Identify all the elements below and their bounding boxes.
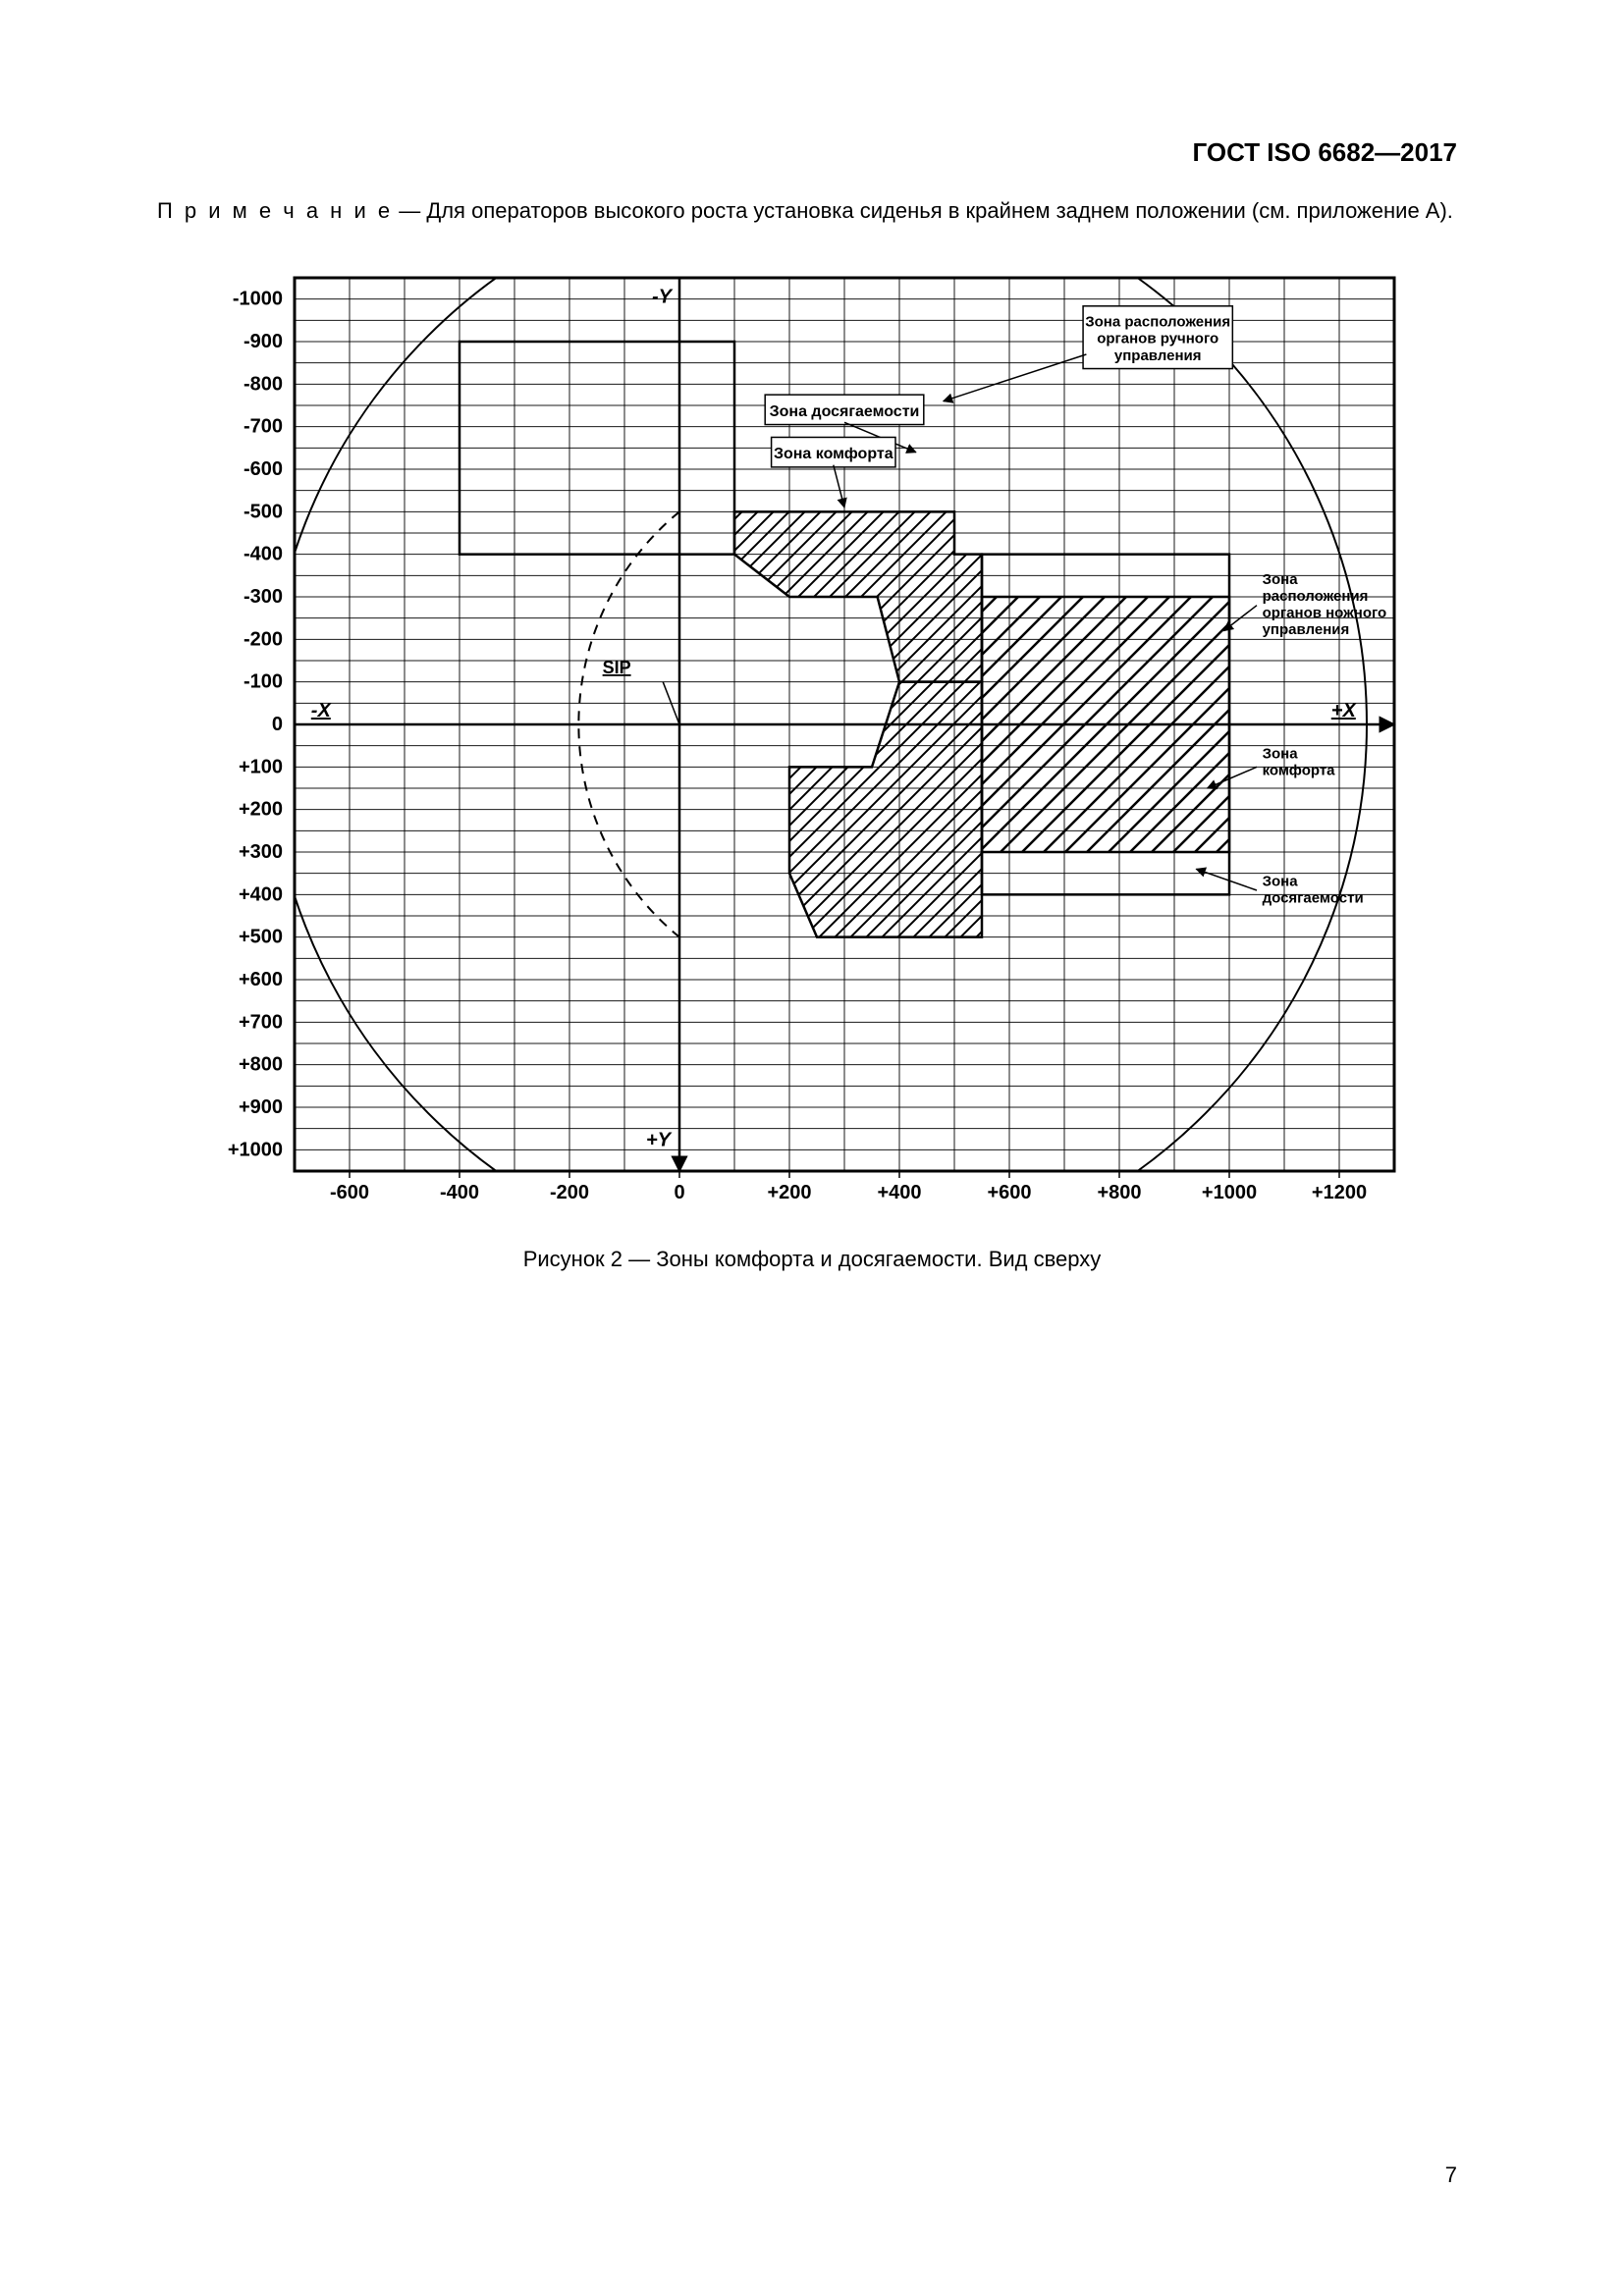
svg-text:+900: +900 [239,1096,283,1118]
svg-text:+400: +400 [877,1182,921,1203]
svg-text:-500: -500 [244,501,283,522]
standard-header: ГОСТ ISO 6682—2017 [1192,137,1457,168]
svg-text:+1000: +1000 [1202,1182,1257,1203]
svg-text:+200: +200 [767,1182,811,1203]
svg-text:+400: +400 [239,883,283,905]
figure-caption: Рисунок 2 — Зоны комфорта и досягаемости… [157,1247,1467,1272]
svg-text:-400: -400 [244,543,283,564]
svg-text:-200: -200 [550,1182,589,1203]
page-root: ГОСТ ISO 6682—2017 П р и м е ч а н и е —… [0,0,1624,2296]
svg-text:+1200: +1200 [1312,1182,1367,1203]
svg-text:Зона: Зона [1263,745,1299,762]
svg-text:-800: -800 [244,373,283,395]
svg-text:Зона расположения: Зона расположения [1085,313,1230,330]
svg-text:-900: -900 [244,331,283,352]
svg-text:Зона комфорта: Зона комфорта [774,446,893,462]
svg-text:+Y: +Y [646,1129,673,1150]
svg-text:+1000: +1000 [228,1139,283,1160]
figure-container: -1000-900-800-700-600-500-400-300-200-10… [157,248,1467,1272]
svg-text:Зона досягаемости: Зона досягаемости [770,403,920,420]
svg-text:-700: -700 [244,415,283,437]
svg-text:-600: -600 [330,1182,369,1203]
svg-text:+800: +800 [1097,1182,1141,1203]
svg-text:-400: -400 [440,1182,479,1203]
svg-text:комфорта: комфорта [1263,762,1336,778]
note-prefix: П р и м е ч а н и е [157,198,393,223]
svg-text:управления: управления [1263,621,1350,638]
svg-text:+100: +100 [239,756,283,777]
svg-text:-X: -X [311,700,333,721]
svg-text:+600: +600 [987,1182,1031,1203]
svg-text:-300: -300 [244,586,283,608]
svg-text:0: 0 [272,714,283,735]
svg-text:досягаемости: досягаемости [1263,889,1364,906]
figure-svg: -1000-900-800-700-600-500-400-300-200-10… [157,248,1434,1230]
svg-text:+500: +500 [239,926,283,947]
svg-text:+200: +200 [239,798,283,820]
svg-text:-Y: -Y [652,286,674,307]
svg-text:органов ножного: органов ножного [1263,605,1387,621]
svg-text:+X: +X [1331,700,1358,721]
svg-text:расположения: расположения [1263,588,1369,605]
svg-text:-1000: -1000 [233,288,283,309]
svg-text:-200: -200 [244,628,283,650]
svg-text:-600: -600 [244,458,283,480]
svg-text:+800: +800 [239,1053,283,1075]
svg-text:+300: +300 [239,841,283,863]
note-body: — Для операторов высокого роста установк… [393,198,1453,223]
svg-text:-100: -100 [244,670,283,692]
page-number: 7 [1445,2163,1457,2188]
svg-text:0: 0 [674,1182,684,1203]
note-paragraph: П р и м е ч а н и е — Для операторов выс… [157,196,1467,227]
svg-text:Зона: Зона [1263,873,1299,889]
svg-text:органов ручного: органов ручного [1097,331,1218,347]
svg-text:Зона: Зона [1263,571,1299,588]
svg-text:SIP: SIP [603,658,631,677]
svg-text:+700: +700 [239,1011,283,1033]
svg-text:управления: управления [1114,347,1202,364]
svg-text:+600: +600 [239,969,283,990]
